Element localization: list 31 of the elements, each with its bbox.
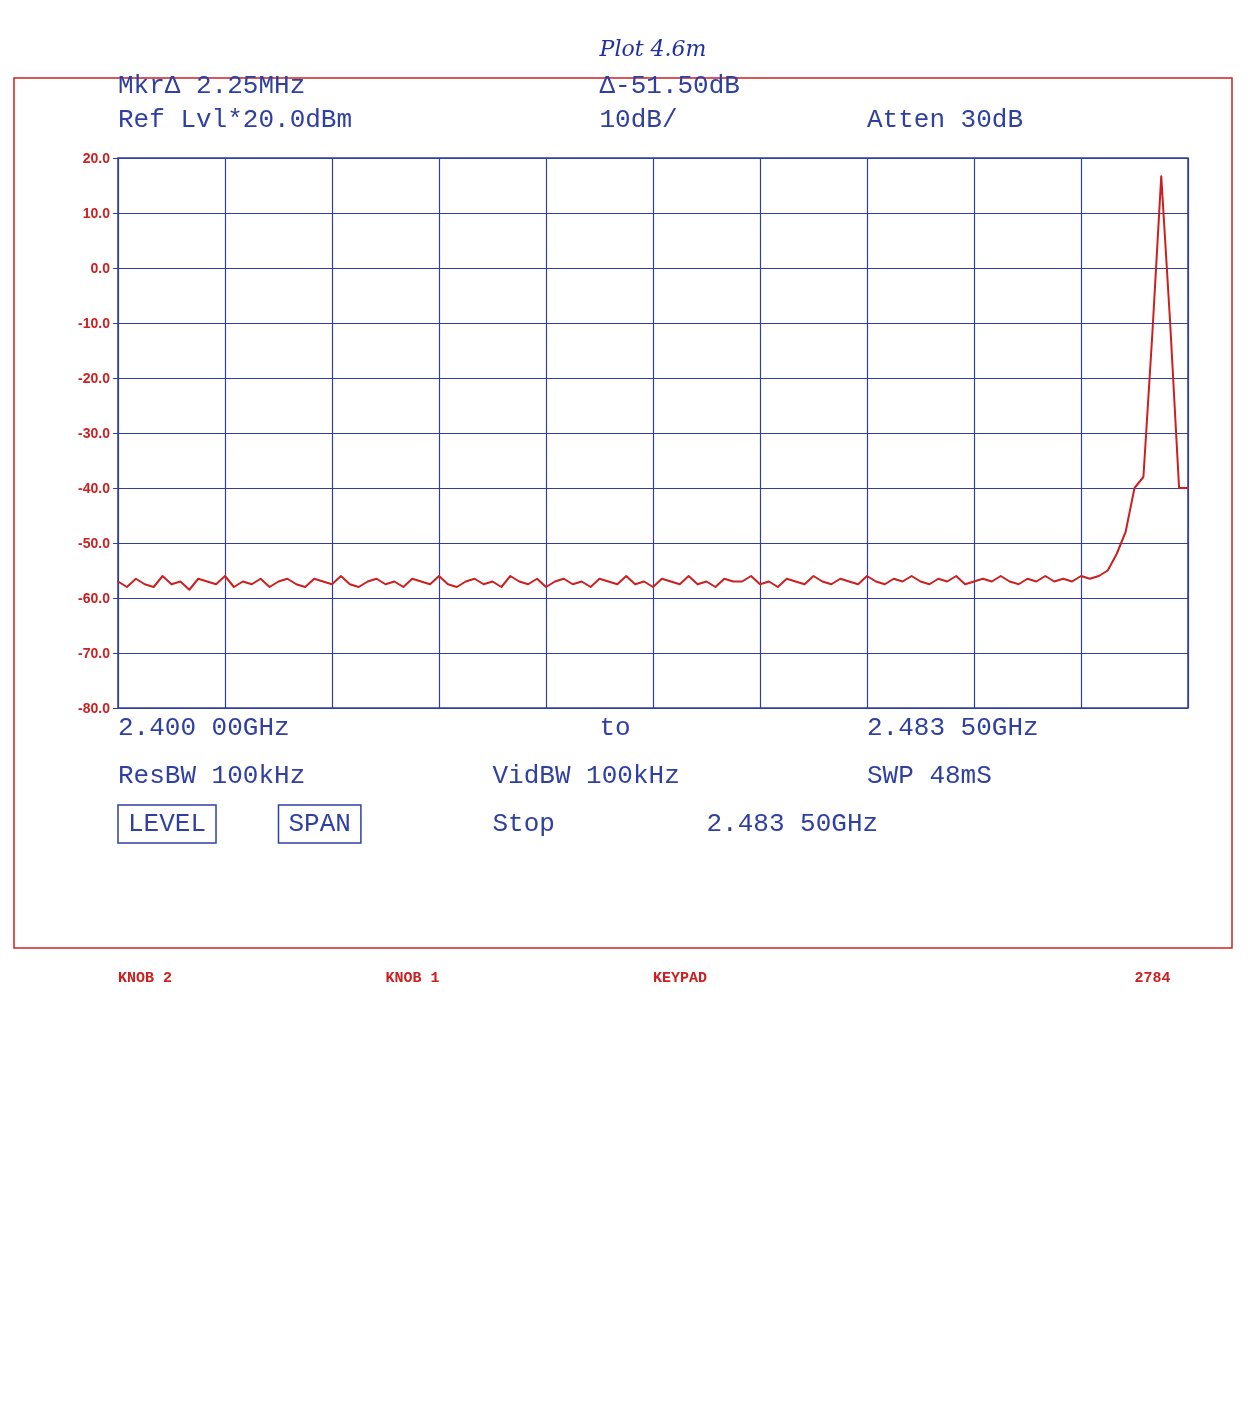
y-tick-label: 20.0 — [82, 150, 111, 166]
text: Ref Lvl*20.0dBm — [118, 105, 353, 135]
text: 2784 — [1134, 969, 1171, 987]
text: SWP 48mS — [867, 761, 992, 791]
text: 2.483 50GHz — [867, 713, 1039, 743]
y-tick-label: -30.0 — [78, 425, 111, 441]
y-tick-label: -60.0 — [78, 590, 111, 606]
y-tick-label: 0.0 — [90, 260, 111, 276]
text: VidBW 100kHz — [492, 761, 680, 791]
text: Atten 30dB — [867, 105, 1024, 135]
chart-title: Plot 4.6m — [598, 35, 707, 61]
text: ResBW 100kHz — [118, 761, 306, 791]
text: SPAN — [288, 809, 351, 839]
y-tick-label: -50.0 — [78, 535, 111, 551]
text: MkrΔ 2.25MHz — [118, 71, 306, 101]
text: KNOB 1 — [385, 969, 440, 987]
y-tick-label: -40.0 — [78, 480, 111, 496]
text: Stop — [492, 809, 555, 839]
y-tick-label: -80.0 — [78, 700, 111, 716]
text: Δ-51.50dB — [599, 71, 740, 101]
y-tick-label: -20.0 — [78, 370, 111, 386]
y-tick-label: 10.0 — [82, 205, 111, 221]
text: 2.400 00GHz — [118, 713, 290, 743]
text: KEYPAD — [653, 969, 708, 987]
text: LEVEL — [128, 809, 207, 839]
text: 10dB/ — [599, 105, 678, 135]
y-tick-label: -10.0 — [78, 315, 111, 331]
text: KNOB 2 — [118, 969, 173, 987]
text: 2.483 50GHz — [706, 809, 879, 839]
y-tick-label: -70.0 — [78, 645, 111, 661]
text: to — [599, 713, 631, 743]
